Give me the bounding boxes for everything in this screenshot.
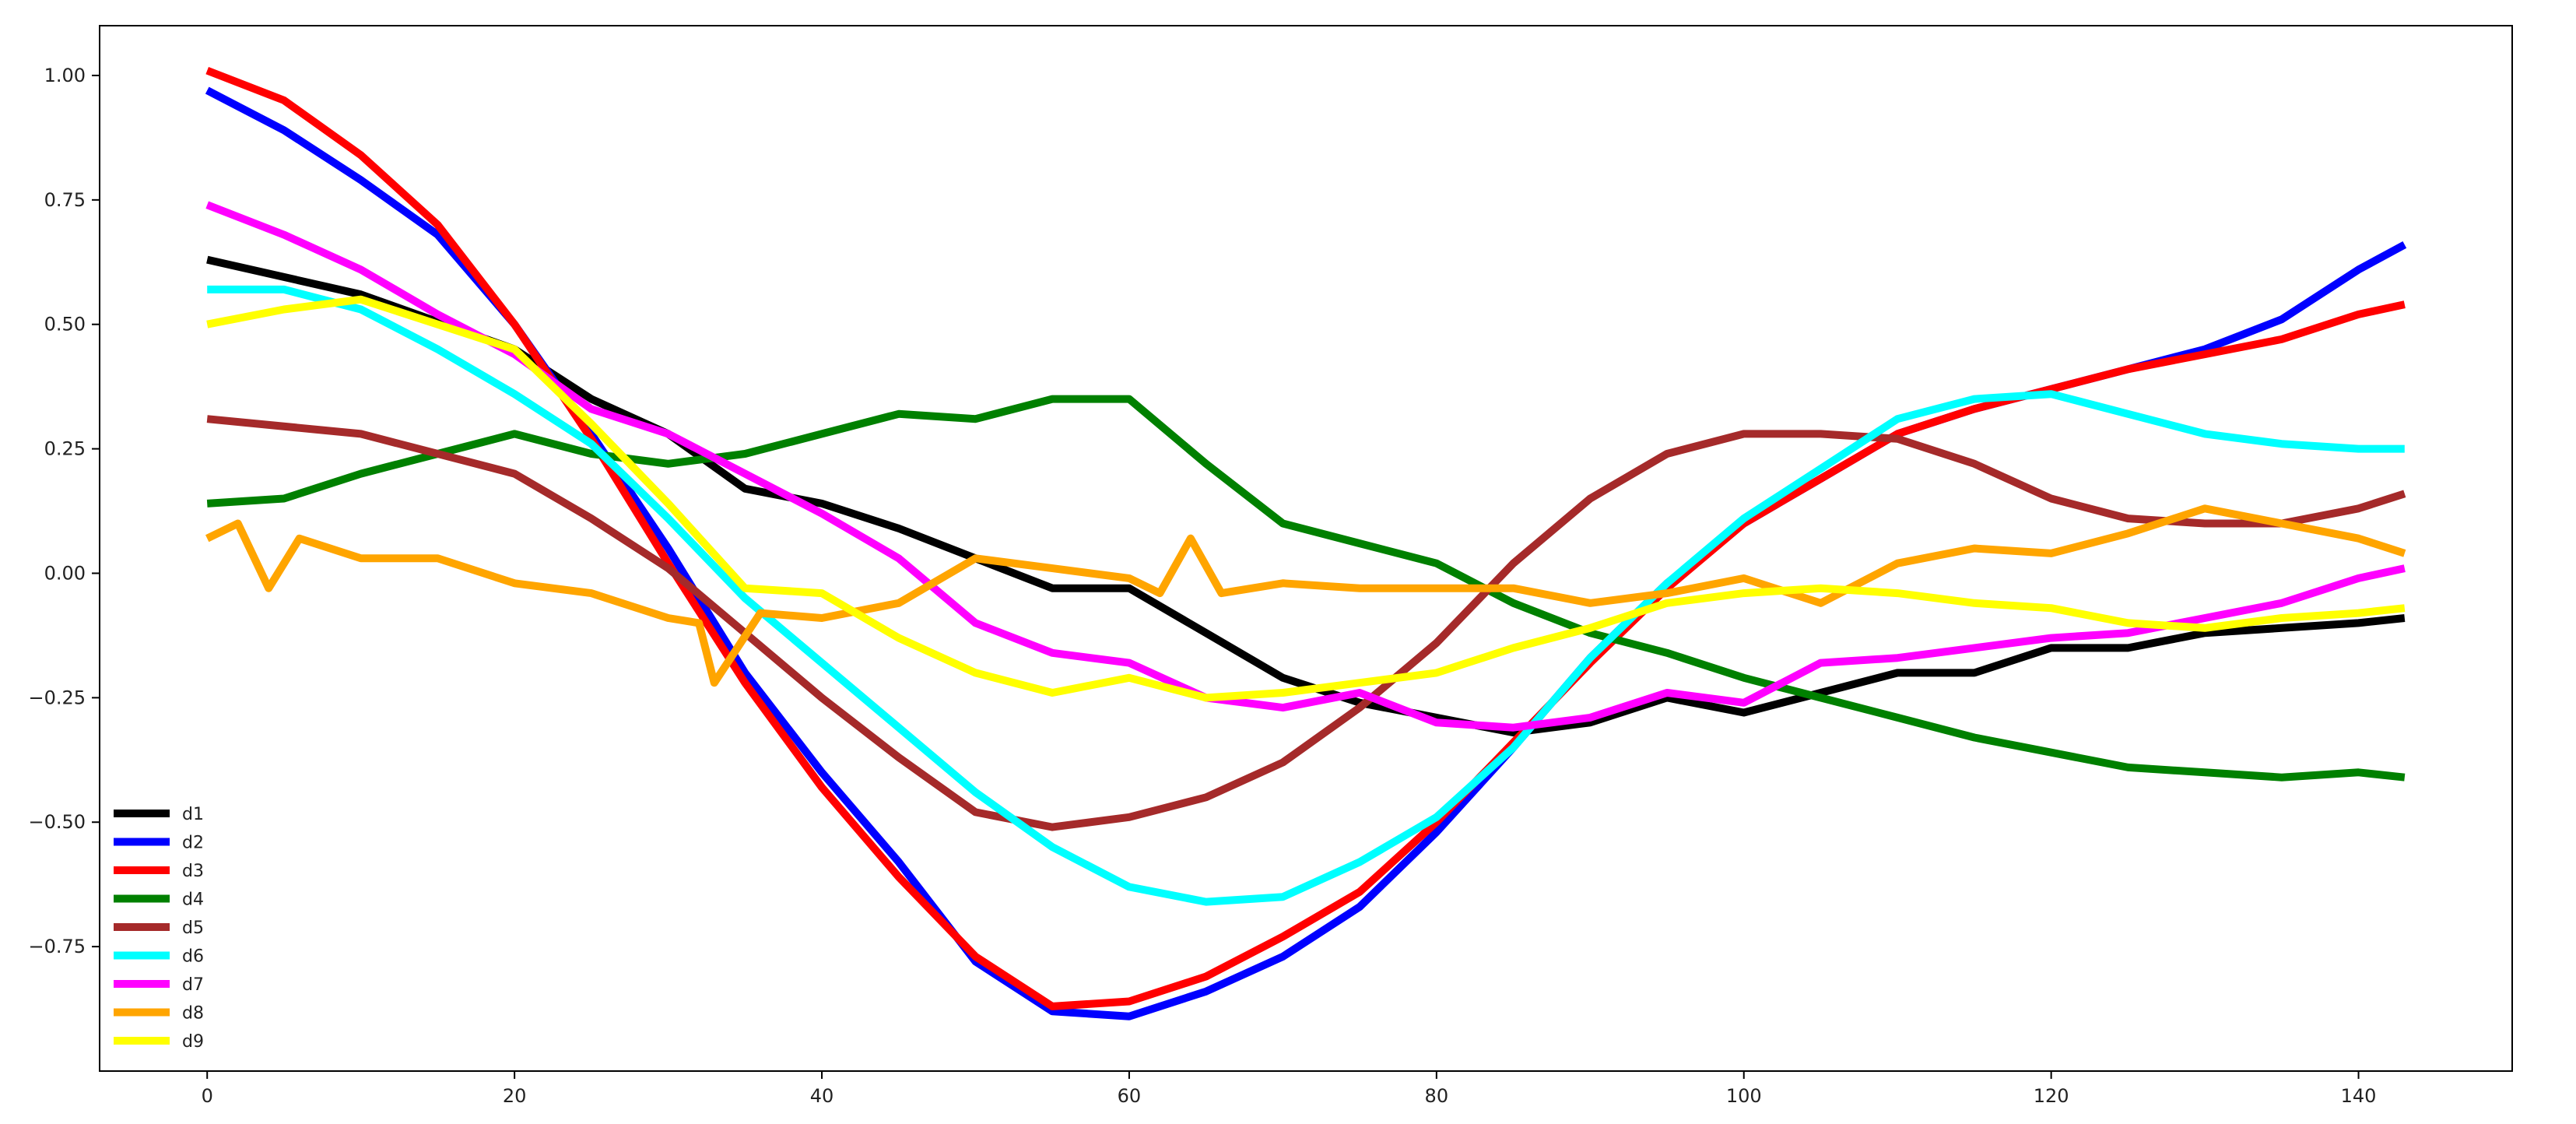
legend-label-d3: d3 <box>182 862 204 881</box>
legend-label-d1: d1 <box>182 805 204 824</box>
legend-label-d7: d7 <box>182 975 204 995</box>
y-tick-label: −0.25 <box>28 687 86 708</box>
x-tick-label: 0 <box>202 1085 213 1107</box>
legend-label-d8: d8 <box>182 1004 204 1024</box>
series-layer <box>205 66 2407 1020</box>
x-tick-label: 100 <box>1726 1085 1762 1107</box>
legend-label-d2: d2 <box>182 834 204 853</box>
legend-label-d4: d4 <box>182 890 204 910</box>
y-tick-label: 0.00 <box>44 562 86 584</box>
y-axis: −0.75 −0.50 −0.25 0.00 0.25 0.50 0.75 1.00 <box>28 65 100 957</box>
series-line-d7 <box>205 201 2406 732</box>
series-line-d3 <box>205 66 2406 1010</box>
x-tick-label: 120 <box>2034 1085 2069 1107</box>
series-line-d2 <box>205 86 2407 1020</box>
x-tick-label: 80 <box>1425 1085 1449 1107</box>
series-line-d4 <box>206 395 2406 782</box>
y-tick-label: −0.50 <box>28 811 86 833</box>
x-tick-label: 40 <box>810 1085 834 1107</box>
y-tick-label: 0.25 <box>44 438 86 460</box>
series-line-d1 <box>206 255 2406 737</box>
series-line-d6 <box>207 285 2405 906</box>
y-tick-label: 0.50 <box>44 314 86 335</box>
legend: d1 d2 d3 d4 d5 d6 d7 d8 d9 <box>114 805 204 1052</box>
x-tick-label: 60 <box>1118 1085 1142 1107</box>
x-tick-label: 20 <box>503 1085 527 1107</box>
legend-label-d5: d5 <box>182 919 204 938</box>
y-tick-label: 0.75 <box>44 189 86 211</box>
series-line-d9 <box>206 295 2406 702</box>
legend-label-d9: d9 <box>182 1032 204 1052</box>
y-tick-label: −0.75 <box>28 936 86 957</box>
legend-label-d6: d6 <box>182 947 204 967</box>
series-line-d5 <box>206 415 2406 831</box>
x-axis: 0 20 40 60 80 100 120 140 <box>202 1071 2377 1107</box>
y-tick-label: 1.00 <box>44 65 86 86</box>
plot-frame <box>99 25 2513 1072</box>
series-line-d8 <box>205 504 2406 687</box>
x-tick-label: 140 <box>2341 1085 2377 1107</box>
